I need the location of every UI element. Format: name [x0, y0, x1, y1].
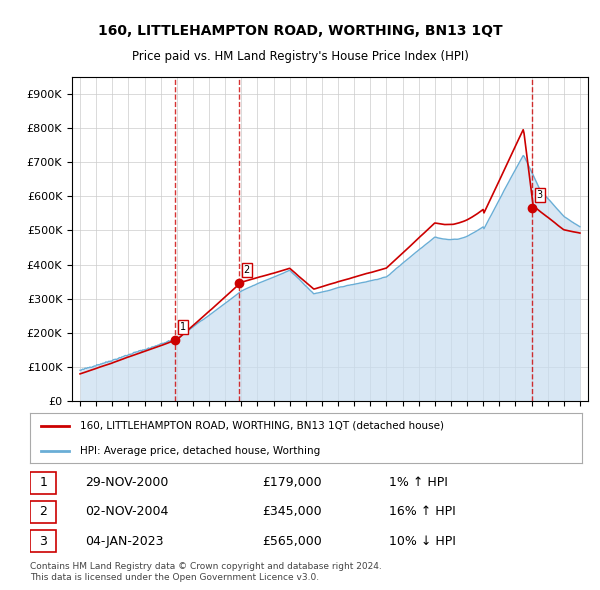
- Text: 160, LITTLEHAMPTON ROAD, WORTHING, BN13 1QT (detached house): 160, LITTLEHAMPTON ROAD, WORTHING, BN13 …: [80, 421, 443, 431]
- Text: Contains HM Land Registry data © Crown copyright and database right 2024.: Contains HM Land Registry data © Crown c…: [30, 562, 382, 571]
- Text: 3: 3: [536, 190, 542, 200]
- Text: Price paid vs. HM Land Registry's House Price Index (HPI): Price paid vs. HM Land Registry's House …: [131, 50, 469, 63]
- FancyBboxPatch shape: [30, 530, 56, 552]
- Text: 10% ↓ HPI: 10% ↓ HPI: [389, 535, 455, 548]
- Text: 2: 2: [244, 265, 250, 275]
- Text: 160, LITTLEHAMPTON ROAD, WORTHING, BN13 1QT: 160, LITTLEHAMPTON ROAD, WORTHING, BN13 …: [98, 24, 502, 38]
- Text: 29-NOV-2000: 29-NOV-2000: [85, 476, 169, 489]
- Text: 1: 1: [40, 476, 47, 489]
- Text: 1: 1: [180, 322, 187, 332]
- FancyBboxPatch shape: [30, 471, 56, 493]
- Text: 3: 3: [40, 535, 47, 548]
- Text: 04-JAN-2023: 04-JAN-2023: [85, 535, 164, 548]
- Text: £345,000: £345,000: [262, 505, 322, 519]
- Text: 02-NOV-2004: 02-NOV-2004: [85, 505, 169, 519]
- Text: 1% ↑ HPI: 1% ↑ HPI: [389, 476, 448, 489]
- Text: 16% ↑ HPI: 16% ↑ HPI: [389, 505, 455, 519]
- Text: 2: 2: [40, 505, 47, 519]
- Text: £179,000: £179,000: [262, 476, 322, 489]
- Text: £565,000: £565,000: [262, 535, 322, 548]
- Text: This data is licensed under the Open Government Licence v3.0.: This data is licensed under the Open Gov…: [30, 573, 319, 582]
- Text: HPI: Average price, detached house, Worthing: HPI: Average price, detached house, Wort…: [80, 445, 320, 455]
- FancyBboxPatch shape: [30, 501, 56, 523]
